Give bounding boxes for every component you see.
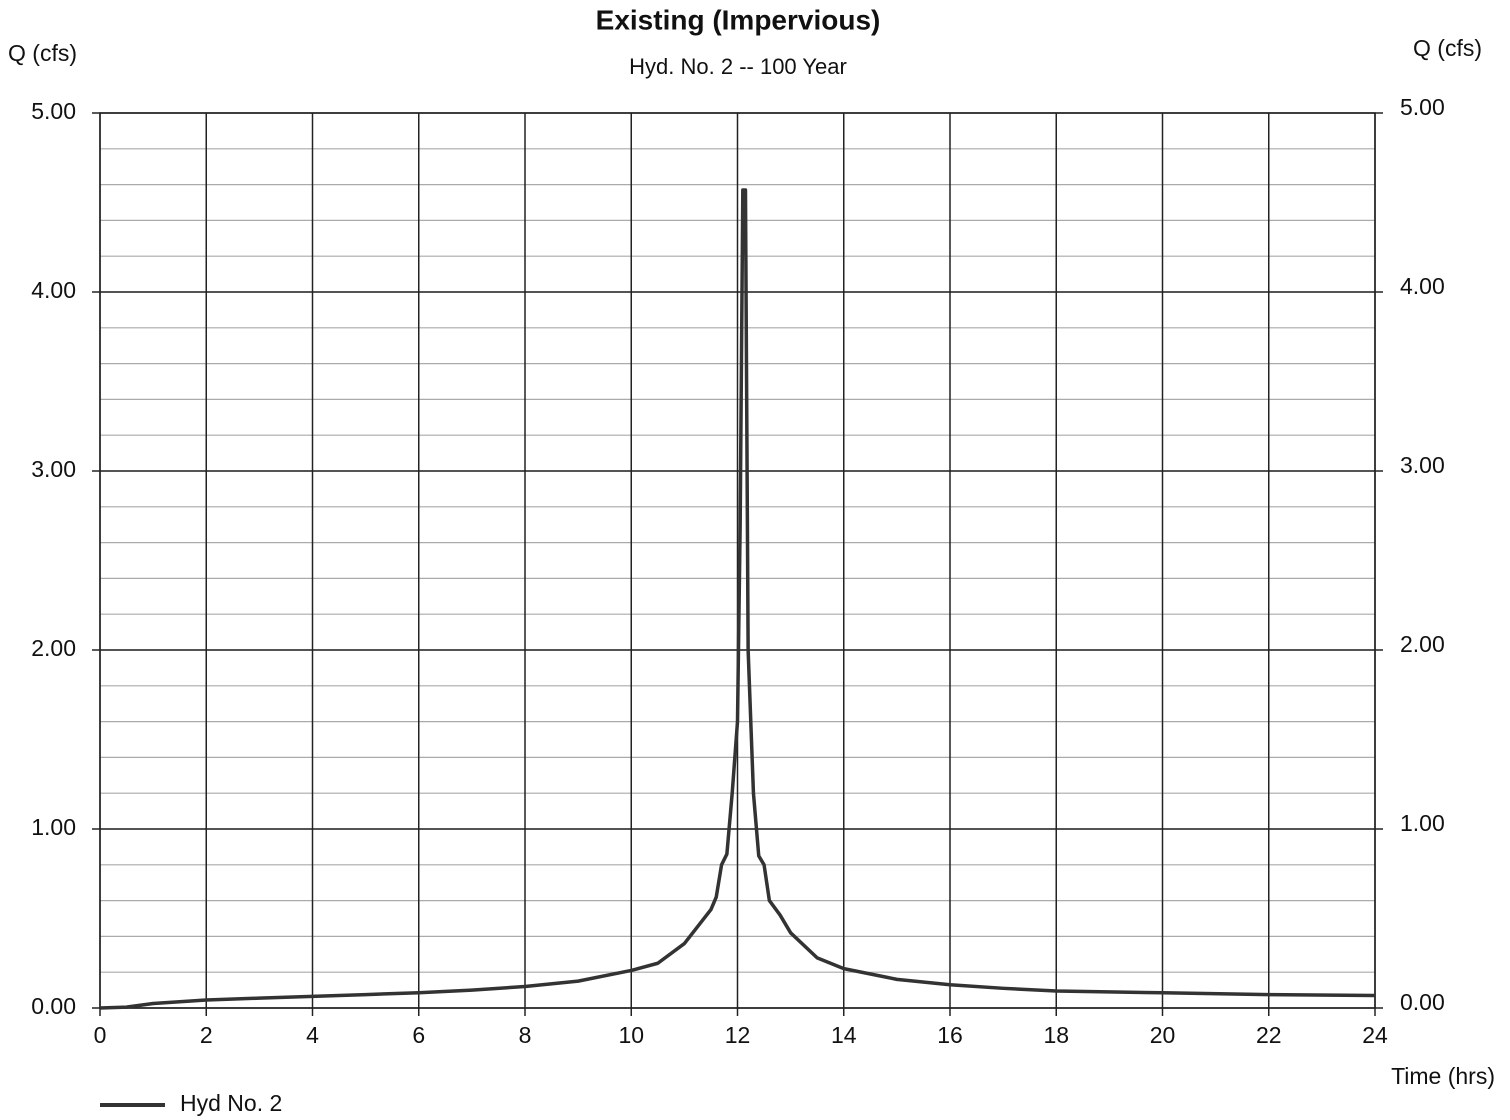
x-tick-label: 18	[1043, 1022, 1069, 1048]
chart-title: Existing (Impervious)	[596, 4, 881, 35]
x-axis-label: Time (hrs)	[1391, 1063, 1495, 1089]
x-tick-label: 2	[200, 1022, 213, 1048]
x-tick-label: 20	[1150, 1022, 1176, 1048]
y2-axis-label: Q (cfs)	[1413, 35, 1482, 61]
legend-label: Hyd No. 2	[180, 1090, 282, 1116]
x-tick-label: 12	[725, 1022, 751, 1048]
x-tick-label: 6	[412, 1022, 425, 1048]
y-tick-label: 0.00	[31, 993, 76, 1019]
x-tick-label: 0	[94, 1022, 107, 1048]
x-tick-label: 22	[1256, 1022, 1282, 1048]
x-tick-label: 10	[618, 1022, 644, 1048]
y2-tick-label: 0.00	[1400, 989, 1445, 1015]
x-tick-label: 24	[1362, 1022, 1388, 1048]
x-tick-label: 16	[937, 1022, 963, 1048]
y-tick-label: 4.00	[31, 277, 76, 303]
y-axis-label: Q (cfs)	[8, 40, 77, 66]
chart-subtitle: Hyd. No. 2 -- 100 Year	[629, 54, 847, 79]
x-tick-label: 8	[519, 1022, 532, 1048]
data-line	[99, 188, 1376, 1010]
y2-tick-label: 3.00	[1400, 452, 1445, 478]
y-tick-label: 1.00	[31, 814, 76, 840]
y2-tick-label: 2.00	[1400, 631, 1445, 657]
x-tick-label: 14	[831, 1022, 857, 1048]
x-tick-label: 4	[306, 1022, 319, 1048]
plot-frame	[99, 112, 1376, 1009]
y-tick-label: 5.00	[31, 98, 76, 124]
y-tick-label: 2.00	[31, 635, 76, 661]
y-tick-label: 3.00	[31, 456, 76, 482]
y2-tick-label: 5.00	[1400, 94, 1445, 120]
y2-tick-label: 4.00	[1400, 273, 1445, 299]
y2-tick-label: 1.00	[1400, 810, 1445, 836]
